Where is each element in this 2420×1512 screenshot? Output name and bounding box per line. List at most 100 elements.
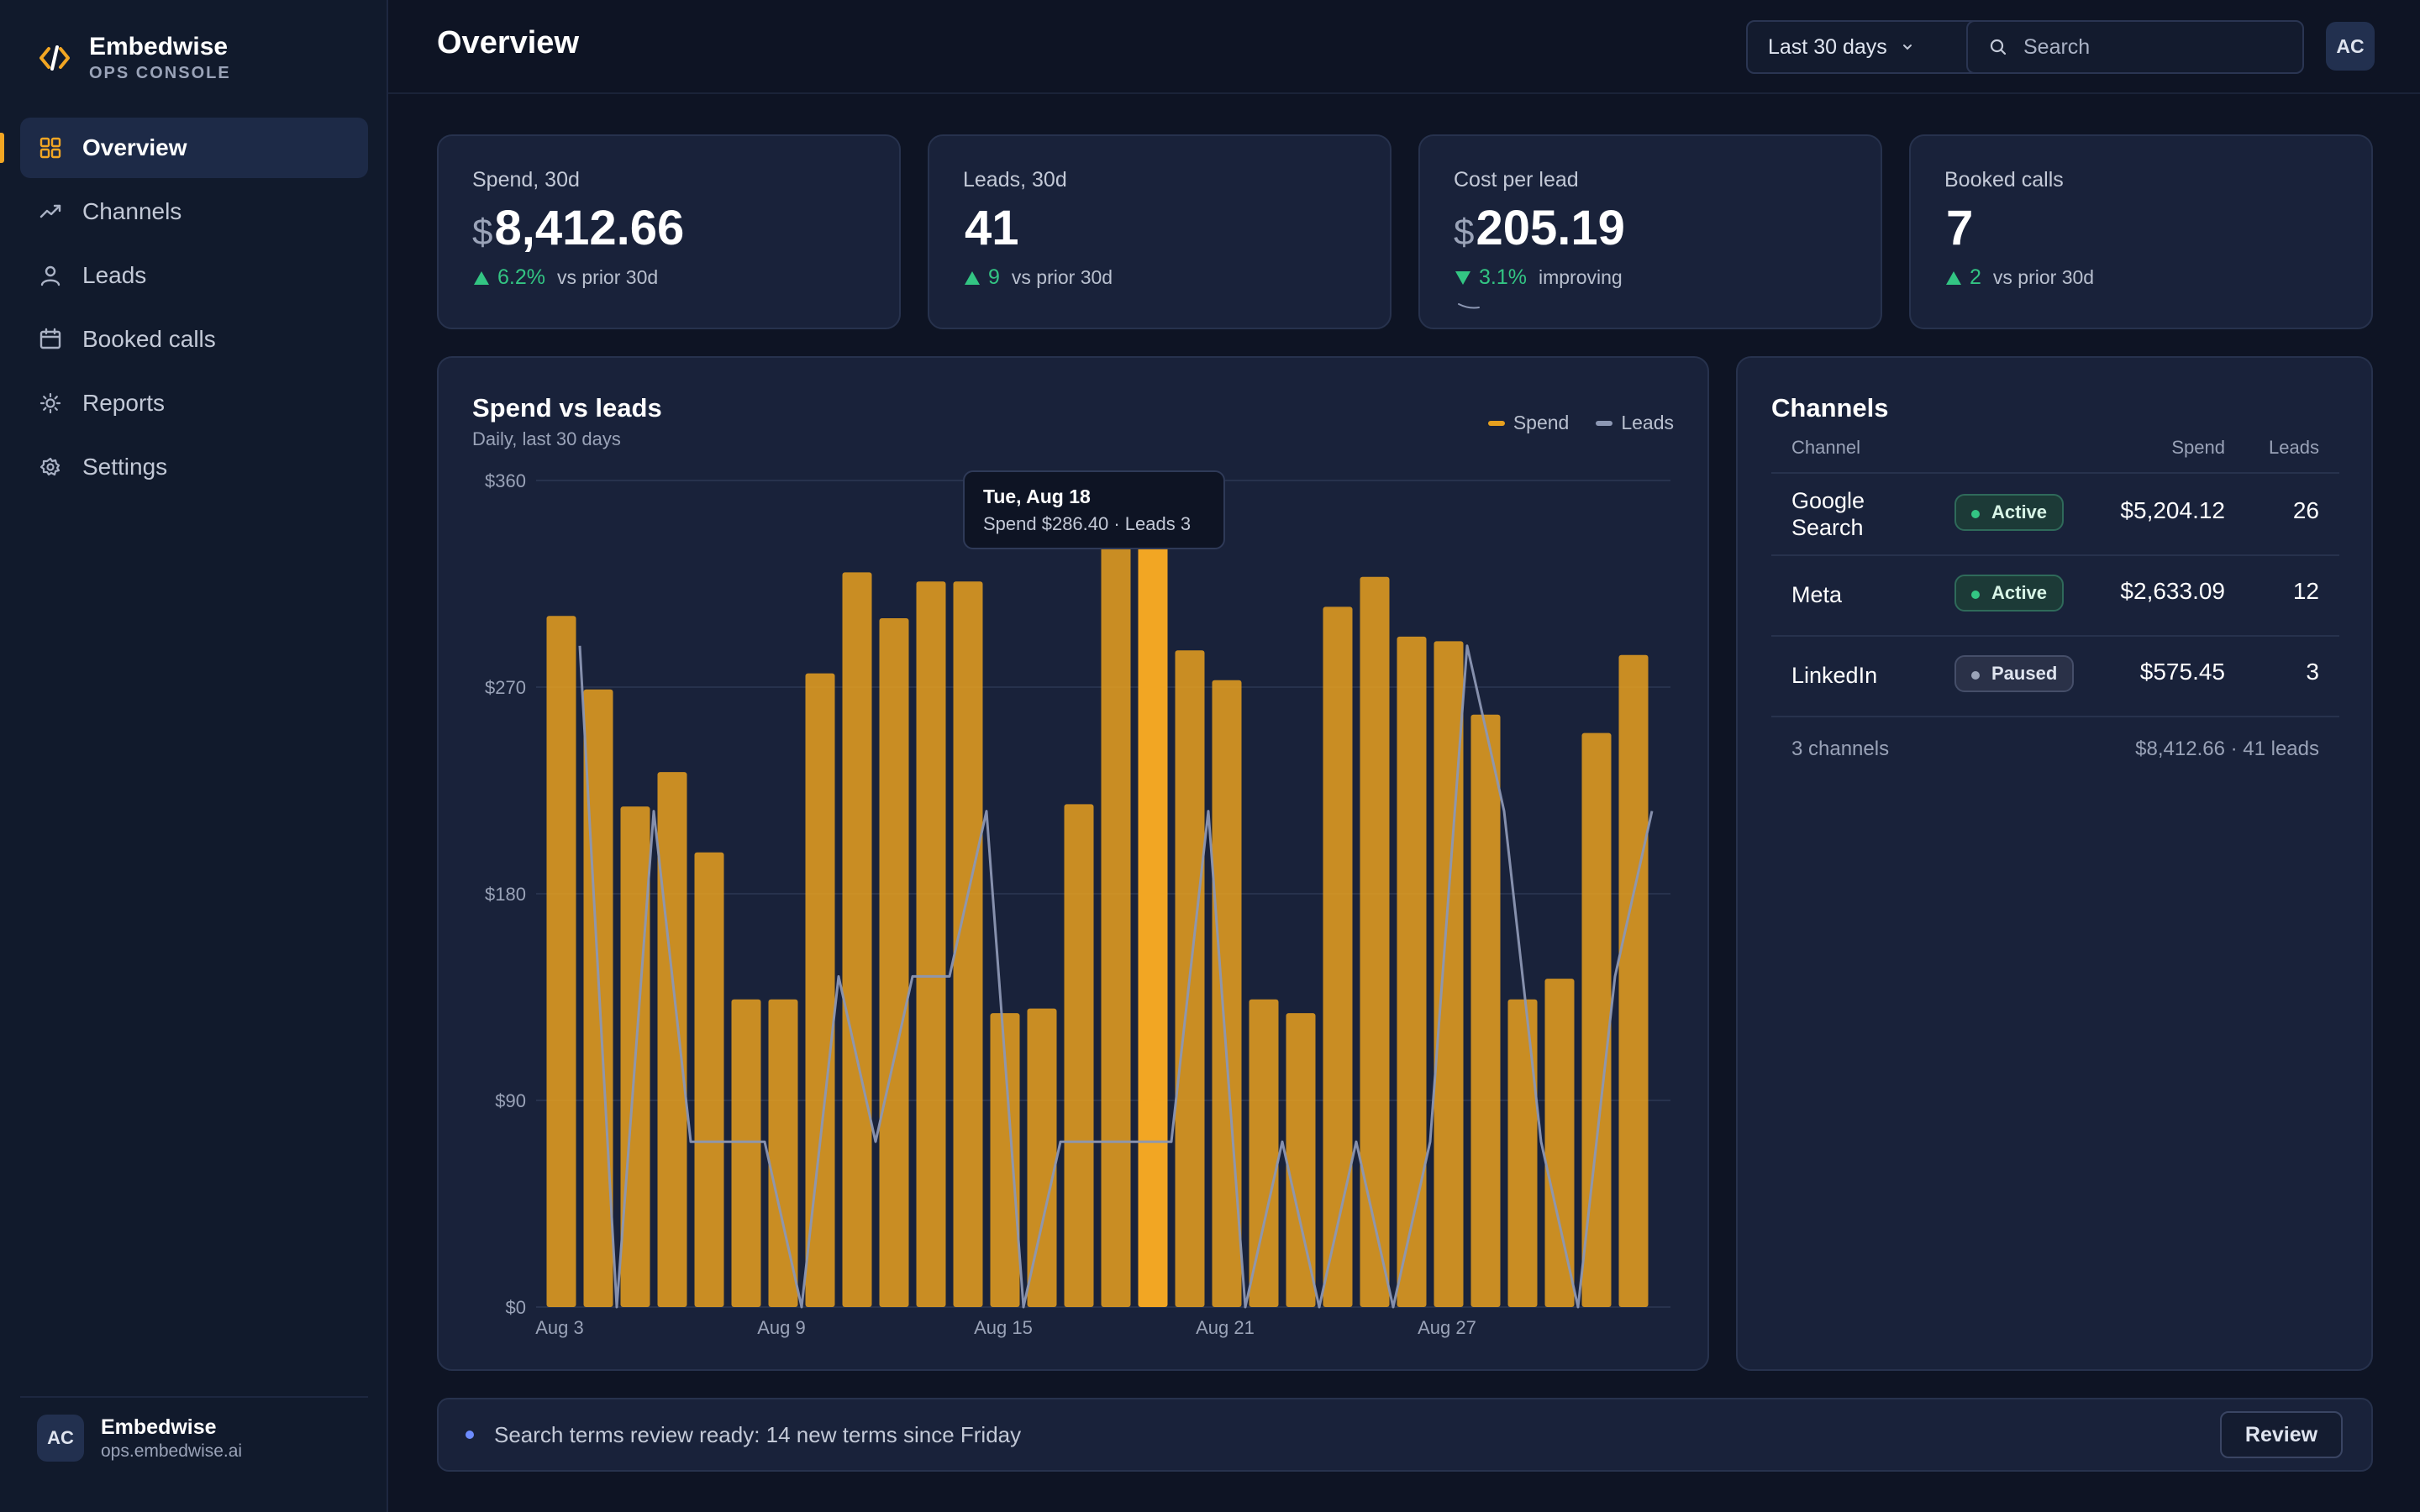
column-header-spend[interactable]: Spend — [2171, 437, 2225, 458]
spend-leads-chart[interactable]: $0 $90 $180 $270 $360 Aug 3 Aug 9 Aug 15 Aug 21 A… — [439, 358, 1707, 1369]
user-avatar-button[interactable]: AC — [2326, 22, 2375, 71]
spend-bar[interactable] — [1618, 654, 1649, 1307]
brand-name: Embedwise — [89, 33, 229, 60]
kpi-delta-value: 6.2% — [497, 265, 545, 289]
table-row[interactable]: Meta Active $2,633.09 12 — [1771, 554, 2339, 637]
gear-icon — [39, 455, 62, 479]
spend-bar[interactable] — [990, 1013, 1020, 1307]
spend-bar[interactable] — [953, 581, 983, 1307]
brand[interactable]: Embedwise OPS CONSOLE — [37, 32, 231, 84]
column-header-channel[interactable]: Channel — [1791, 437, 1860, 458]
column-header-leads[interactable]: Leads — [2269, 437, 2319, 458]
status-badge: Paused — [1954, 655, 2075, 692]
spend-bar[interactable] — [657, 772, 687, 1307]
spend-bar[interactable] — [1027, 1008, 1057, 1307]
spend-bar[interactable] — [694, 852, 724, 1307]
grid-icon — [39, 136, 62, 160]
spend-bar[interactable] — [1138, 515, 1168, 1307]
sidebar-item-label: Booked calls — [82, 326, 216, 352]
chart-panel: $0 $90 $180 $270 $360 Aug 3 Aug 9 Aug 15 Aug 21 A… — [437, 356, 1709, 1371]
kpi-delta-note: vs prior 30d — [556, 266, 659, 288]
spend-bar[interactable] — [1101, 515, 1131, 1307]
spend-bar[interactable] — [805, 673, 835, 1307]
kpi-delta: 3.1% improving — [1454, 265, 1847, 290]
x-tick-label: Aug 9 — [757, 1317, 806, 1338]
spend-bar[interactable] — [916, 581, 946, 1307]
brand-subtitle: OPS CONSOLE — [89, 64, 231, 82]
spend-bar[interactable] — [1507, 999, 1538, 1307]
kpi-number: 7 — [1946, 201, 1974, 255]
spend-bar[interactable] — [1249, 999, 1279, 1307]
arrow-up-icon — [472, 269, 491, 287]
spend-bar[interactable] — [1397, 636, 1427, 1307]
channel-spend: $2,633.09 — [2120, 578, 2225, 604]
notice-dot-icon — [466, 1431, 474, 1439]
sidebar-item-overview[interactable]: Overview — [0, 118, 368, 178]
kpi-delta-value: 2 — [1970, 265, 1981, 289]
kpi-delta: 6.2% vs prior 30d — [472, 265, 865, 290]
sidebar-item-label: Overview — [82, 134, 187, 160]
channels-summary: 3 channels $8,412.66 · 41 leads — [1791, 738, 2339, 761]
kpi-number: 41 — [965, 201, 1019, 255]
sidebar-item-channels[interactable]: Channels — [20, 181, 368, 242]
date-range-value: Last 30 days — [1768, 34, 1887, 59]
kpi-currency: $ — [1454, 212, 1475, 253]
review-button[interactable]: Review — [2220, 1411, 2343, 1458]
kpi-label: Cost per lead — [1454, 168, 1579, 192]
y-tick-label: $360 — [485, 470, 526, 491]
spend-bar[interactable] — [731, 999, 761, 1307]
y-tick-label: $180 — [485, 884, 526, 905]
table-row[interactable]: Google Search Active $5,204.12 26 — [1771, 474, 2339, 556]
chart-legend: Spend Leads — [1461, 412, 1674, 434]
legend-swatch-leads — [1596, 420, 1613, 426]
spend-bar[interactable] — [1360, 576, 1390, 1307]
kpi-value: $205.19 — [1454, 201, 1847, 260]
kpi-card-booked-calls: Booked calls 7 2 vs prior 30d — [1909, 134, 2373, 329]
sidebar-item-leads[interactable]: Leads — [20, 245, 368, 306]
spend-bar[interactable] — [1286, 1013, 1316, 1307]
spend-bar[interactable] — [1323, 606, 1353, 1307]
legend-item-leads[interactable]: Leads — [1596, 412, 1674, 434]
x-tick-label: Aug 15 — [974, 1317, 1033, 1338]
sidebar-item-reports[interactable]: Reports — [20, 373, 368, 433]
search-input[interactable] — [2022, 34, 2294, 60]
spend-bar[interactable] — [546, 616, 576, 1307]
channel-leads: 12 — [2292, 578, 2319, 604]
spend-bar[interactable] — [842, 572, 872, 1307]
spend-bar[interactable] — [768, 999, 798, 1307]
sidebar-item-settings[interactable]: Settings — [20, 437, 368, 497]
channels-total: $8,412.66 · 41 leads — [2135, 738, 2319, 760]
arrow-up-icon — [963, 269, 981, 287]
sun-icon — [39, 391, 62, 415]
sidebar-item-label: Channels — [82, 198, 182, 224]
sparkline-icon — [1458, 303, 1480, 309]
channels-panel: Channels Channel Spend Leads Google Sear… — [1736, 356, 2373, 1371]
page-title: Overview — [437, 25, 579, 60]
y-tick-label: $270 — [485, 677, 526, 698]
sidebar-nav: Overview Channels Leads — [0, 118, 368, 501]
account-footer[interactable]: AC Embedwise ops.embedwise.ai — [20, 1396, 368, 1462]
kpi-delta: 2 vs prior 30d — [1944, 265, 2338, 290]
legend-label: Spend — [1512, 412, 1570, 433]
sidebar-item-booked-calls[interactable]: Booked calls — [20, 309, 368, 370]
legend-item-spend[interactable]: Spend — [1487, 412, 1570, 434]
date-range-select[interactable]: Last 30 days — [1746, 20, 1985, 74]
channel-spend: $575.45 — [2139, 659, 2225, 685]
kpi-label: Spend, 30d — [472, 168, 580, 192]
channel-name: LinkedIn — [1791, 663, 1878, 688]
arrow-up-icon — [1944, 269, 1963, 287]
channel-name: Meta — [1791, 582, 1843, 607]
spend-bar[interactable] — [1064, 804, 1094, 1307]
tooltip-body: Spend $286.40 · Leads 3 — [983, 513, 1192, 534]
kpi-currency: $ — [472, 212, 493, 253]
spend-bar[interactable] — [879, 618, 909, 1307]
kpi-delta-note: improving — [1538, 266, 1623, 288]
kpi-card-leads: Leads, 30d 41 9 vs prior 30d — [928, 134, 1392, 329]
table-row[interactable]: LinkedIn Paused $575.45 3 — [1771, 635, 2339, 717]
channel-leads: 3 — [2306, 659, 2319, 685]
legend-label: Leads — [1621, 412, 1674, 433]
spend-bar[interactable] — [1581, 732, 1612, 1307]
spend-bar[interactable] — [1470, 714, 1501, 1307]
spend-bar[interactable] — [1544, 979, 1575, 1307]
